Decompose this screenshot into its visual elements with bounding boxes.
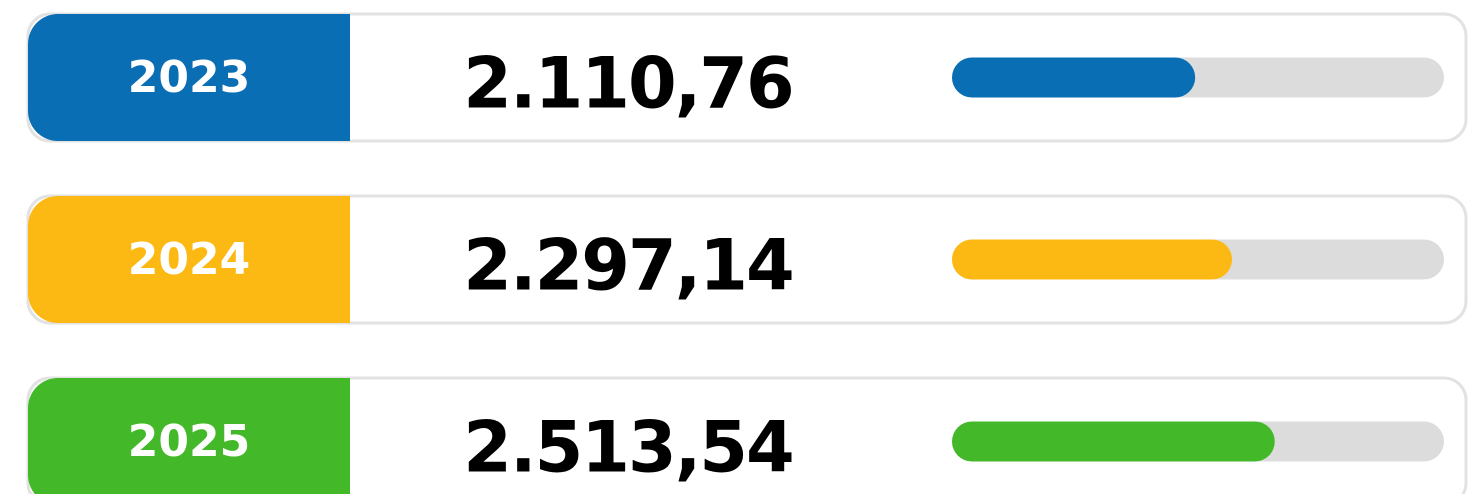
year-label: 2025: [128, 416, 250, 467]
value-label: 2.110,76: [463, 43, 792, 125]
bar: [952, 57, 1196, 98]
value-label: 2.513,54: [463, 407, 792, 489]
year-pill: [28, 196, 350, 323]
year-pill: [28, 378, 350, 494]
value-label: 2.297,14: [463, 225, 792, 307]
year-pill: [28, 14, 350, 141]
bar: [952, 239, 1233, 280]
bar: [952, 421, 1275, 462]
year-label: 2024: [128, 234, 250, 285]
year-label: 2023: [128, 52, 250, 103]
